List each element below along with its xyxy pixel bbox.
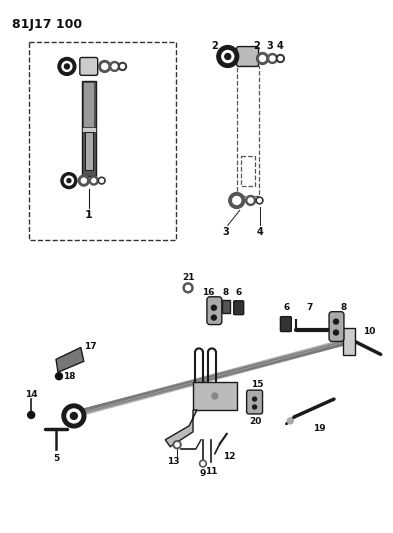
Circle shape bbox=[257, 53, 268, 64]
Text: 19: 19 bbox=[313, 424, 325, 433]
Circle shape bbox=[248, 198, 253, 203]
Text: 3: 3 bbox=[222, 227, 229, 237]
FancyBboxPatch shape bbox=[237, 46, 259, 67]
Circle shape bbox=[62, 404, 86, 428]
Bar bbox=[343, 328, 355, 356]
FancyBboxPatch shape bbox=[329, 312, 344, 342]
Circle shape bbox=[89, 176, 98, 185]
Circle shape bbox=[268, 53, 277, 63]
Circle shape bbox=[211, 315, 217, 320]
Text: 16: 16 bbox=[202, 288, 214, 297]
Circle shape bbox=[222, 51, 234, 62]
Circle shape bbox=[334, 319, 338, 324]
Bar bbox=[82, 82, 96, 176]
Text: 4: 4 bbox=[277, 41, 284, 51]
Circle shape bbox=[110, 61, 119, 71]
Text: 15: 15 bbox=[251, 379, 264, 389]
Circle shape bbox=[253, 397, 257, 401]
Circle shape bbox=[99, 60, 110, 72]
Circle shape bbox=[212, 393, 218, 399]
Circle shape bbox=[253, 405, 257, 409]
Circle shape bbox=[201, 462, 205, 465]
Circle shape bbox=[287, 418, 293, 424]
Circle shape bbox=[58, 58, 76, 75]
Text: 4: 4 bbox=[256, 227, 263, 237]
Circle shape bbox=[62, 61, 72, 71]
Text: 20: 20 bbox=[250, 417, 262, 426]
Text: 5: 5 bbox=[53, 454, 59, 463]
Bar bbox=[29, 42, 176, 240]
Circle shape bbox=[217, 46, 239, 67]
Circle shape bbox=[78, 175, 89, 186]
Circle shape bbox=[185, 285, 191, 290]
Circle shape bbox=[183, 283, 193, 293]
Bar bbox=[222, 300, 230, 313]
Circle shape bbox=[175, 443, 179, 447]
Text: 6: 6 bbox=[283, 303, 290, 312]
Text: 9: 9 bbox=[200, 469, 206, 478]
Circle shape bbox=[61, 173, 77, 189]
Text: 12: 12 bbox=[224, 452, 236, 461]
Circle shape bbox=[28, 411, 35, 418]
Text: 10: 10 bbox=[363, 327, 375, 336]
Text: 17: 17 bbox=[84, 342, 97, 351]
Circle shape bbox=[102, 63, 108, 69]
Circle shape bbox=[100, 179, 103, 182]
FancyBboxPatch shape bbox=[80, 58, 98, 75]
FancyBboxPatch shape bbox=[234, 301, 244, 314]
Circle shape bbox=[55, 373, 62, 379]
Circle shape bbox=[256, 197, 263, 204]
Circle shape bbox=[278, 56, 283, 60]
Text: 6: 6 bbox=[235, 288, 242, 297]
Circle shape bbox=[211, 305, 217, 310]
Text: 13: 13 bbox=[167, 457, 180, 466]
Circle shape bbox=[92, 179, 96, 183]
Circle shape bbox=[98, 177, 105, 184]
Circle shape bbox=[270, 56, 275, 61]
Circle shape bbox=[64, 176, 73, 185]
Text: 2: 2 bbox=[253, 41, 260, 51]
Circle shape bbox=[64, 64, 70, 69]
Circle shape bbox=[276, 54, 285, 62]
FancyBboxPatch shape bbox=[247, 390, 263, 414]
Circle shape bbox=[225, 53, 231, 60]
Text: 81J17 100: 81J17 100 bbox=[12, 18, 82, 31]
Circle shape bbox=[258, 199, 261, 202]
Text: 14: 14 bbox=[25, 390, 37, 399]
Polygon shape bbox=[165, 410, 197, 447]
Circle shape bbox=[173, 441, 181, 449]
Circle shape bbox=[67, 179, 71, 183]
Text: 18: 18 bbox=[62, 372, 75, 381]
Text: 8: 8 bbox=[341, 303, 347, 312]
Circle shape bbox=[246, 196, 255, 205]
Circle shape bbox=[229, 192, 245, 208]
Circle shape bbox=[70, 413, 77, 419]
Text: 21: 21 bbox=[182, 273, 194, 282]
Circle shape bbox=[259, 55, 266, 61]
Bar bbox=[85, 132, 93, 169]
Text: 1: 1 bbox=[85, 211, 93, 220]
Circle shape bbox=[121, 64, 125, 68]
Circle shape bbox=[67, 409, 81, 423]
Circle shape bbox=[112, 64, 117, 69]
Text: 7: 7 bbox=[306, 303, 312, 312]
Text: 3: 3 bbox=[266, 41, 273, 51]
Text: 8: 8 bbox=[223, 288, 229, 297]
Bar bbox=[82, 127, 96, 132]
Bar bbox=[84, 83, 94, 128]
Circle shape bbox=[200, 460, 206, 467]
FancyBboxPatch shape bbox=[207, 297, 222, 325]
Polygon shape bbox=[56, 348, 84, 372]
Circle shape bbox=[81, 178, 86, 183]
Circle shape bbox=[334, 330, 338, 335]
Circle shape bbox=[233, 197, 241, 205]
FancyBboxPatch shape bbox=[280, 317, 291, 332]
Text: 11: 11 bbox=[205, 467, 217, 476]
Circle shape bbox=[119, 62, 127, 70]
Bar bbox=[237, 67, 259, 196]
Text: 2: 2 bbox=[211, 41, 218, 51]
Bar bbox=[193, 382, 237, 410]
Bar bbox=[241, 156, 255, 185]
